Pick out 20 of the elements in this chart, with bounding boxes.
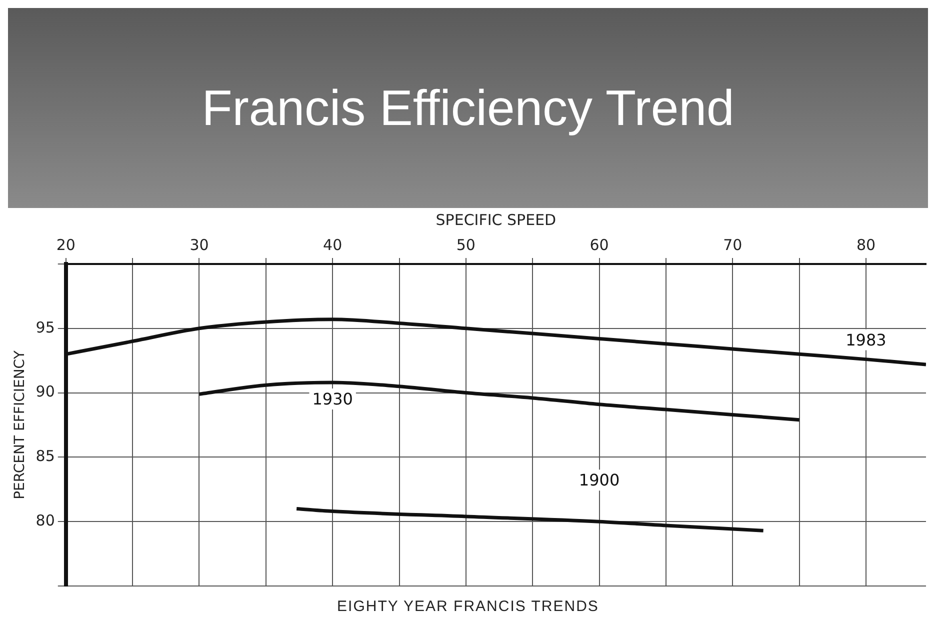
text: EIGHTY YEAR FRANCIS TRENDS [336, 598, 600, 617]
x-axis-title: SPECIFIC SPEED [436, 210, 556, 229]
series-label: 1930 [312, 389, 353, 408]
x-tick-label: 30 [190, 236, 209, 254]
y-tick-label: 95 [36, 318, 55, 336]
x-tick-label: 20 [56, 236, 76, 254]
x-tick-label: 60 [590, 236, 609, 254]
y-tick-label: 90 [36, 382, 55, 401]
y-tick-label: 85 [36, 447, 55, 466]
series-label: 1900 [578, 470, 620, 490]
x-tick-label: 80 [856, 236, 876, 254]
series-label: 1983 [846, 330, 886, 350]
y-tick-label: 80 [36, 511, 55, 530]
line-series [197, 380, 802, 422]
line-series [294, 506, 766, 532]
y-axis-title: PERCENT EFFICIENCY [12, 350, 28, 500]
x-tick-label: 70 [723, 236, 742, 254]
x-tick-label: 50 [456, 236, 476, 254]
x-tick-label: 40 [323, 236, 342, 254]
chart-title: Francis Efficiency Trend [202, 79, 734, 137]
